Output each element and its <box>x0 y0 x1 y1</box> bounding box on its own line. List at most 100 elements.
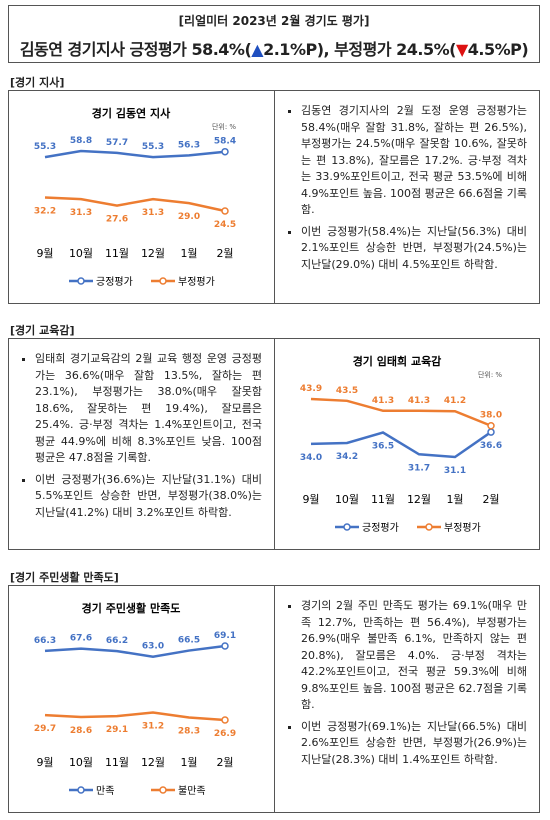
end-point <box>487 428 495 436</box>
x-tick-label: 2월 <box>216 756 233 769</box>
data-label: 28.6 <box>70 726 92 736</box>
legend-marker <box>159 277 167 285</box>
chart: 경기 주민생활 만족도 9월 10월 11월 12월 1월 2월 66.3 67.6 66.2 63… <box>34 601 236 797</box>
data-label: 26.9 <box>214 729 236 739</box>
data-label: 31.2 <box>142 721 164 731</box>
x-tick-label: 9월 <box>36 247 53 260</box>
bullet: 임태희 경기교육감의 2월 교육 행정 운영 긍정평가는 36.6%(매우 잘함… <box>35 351 262 467</box>
line <box>310 397 492 427</box>
data-label: 66.2 <box>106 636 128 646</box>
end-point <box>221 716 229 724</box>
text-cell: 김동연 경기지사의 2월 도정 운영 긍정평가는 58.4%(매우 잘함 31.… <box>274 91 539 303</box>
line <box>310 431 492 459</box>
data-label: 67.6 <box>70 634 92 644</box>
bullet: 이번 긍정평가(36.6%)는 지난달(31.1%) 대비 5.5%포인트 상승… <box>35 472 262 522</box>
x-tick-label: 12월 <box>141 756 165 769</box>
headline-part: 4.5%P) <box>467 40 529 59</box>
section: 경기 주민생활 만족도 9월 10월 11월 12월 1월 2월 66.3 67.6 66.2 63… <box>8 585 540 813</box>
unit-label: 단위: % <box>212 122 236 131</box>
header: [리얼미터 2023년 2월 경기도 평가] 김동연 경기지사 긍정평가 58.… <box>8 5 540 63</box>
chart-title: 경기 임태희 교육감 <box>353 354 442 368</box>
data-label: 31.3 <box>142 208 164 218</box>
data-label: 41.2 <box>444 396 466 406</box>
x-tick-label: 1월 <box>180 247 197 260</box>
data-label: 27.6 <box>106 215 128 225</box>
x-tick-label: 9월 <box>36 756 53 769</box>
data-label: 56.3 <box>178 140 200 150</box>
data-label: 36.6 <box>480 441 502 451</box>
headline-part: 김동연 경기지사 긍정평가 58.4%( <box>19 40 252 59</box>
data-label: 66.3 <box>34 636 56 646</box>
unit-label: 단위: % <box>478 370 502 379</box>
data-label: 32.2 <box>34 207 56 217</box>
legend-marker <box>77 786 85 794</box>
line <box>44 149 226 159</box>
data-label: 43.9 <box>300 384 322 394</box>
bullets: 임태희 경기교육감의 2월 교육 행정 운영 긍정평가는 36.6%(매우 잘함… <box>9 339 274 521</box>
legend-marker <box>159 786 167 794</box>
data-label: 55.3 <box>34 142 56 152</box>
x-tick-label: 10월 <box>69 247 93 260</box>
data-label: 41.3 <box>372 396 394 406</box>
x-tick-label: 10월 <box>335 493 359 506</box>
data-label: 58.8 <box>70 136 92 146</box>
legend-label: 만족 <box>96 785 114 797</box>
bullet: 경기의 2월 주민 만족도 평가는 69.1%(매우 만족 12.7%, 만족하… <box>301 598 527 714</box>
down-arrow: ▼ <box>455 40 468 59</box>
x-tick-label: 10월 <box>69 756 93 769</box>
legend-marker <box>425 523 433 531</box>
data-label: 57.7 <box>106 138 128 148</box>
headline-part: 2.1%P), 부정평가 24.5%( <box>263 40 456 59</box>
x-tick-label: 11월 <box>371 493 395 506</box>
chart-title: 경기 주민생활 만족도 <box>82 601 181 615</box>
section-heading: [경기 지사] <box>10 76 65 89</box>
end-point <box>221 147 229 156</box>
x-tick-label: 9월 <box>302 493 319 506</box>
data-label: 24.5 <box>214 220 236 230</box>
legend-label: 긍정평가 <box>362 522 399 534</box>
data-label: 29.7 <box>34 724 56 734</box>
chart-title: 경기 김동연 지사 <box>92 106 171 120</box>
legend-label: 긍정평가 <box>96 276 133 288</box>
section-heading: [경기 주민생활 만족도] <box>10 571 119 584</box>
data-label: 43.5 <box>336 386 358 396</box>
data-label: 63.0 <box>142 642 164 652</box>
x-tick-label: 12월 <box>141 247 165 260</box>
bullets: 김동연 경기지사의 2월 도정 운영 긍정평가는 58.4%(매우 잘함 31.… <box>275 91 539 273</box>
x-tick-label: 2월 <box>216 247 233 260</box>
bullet: 이번 긍정평가(58.4%)는 지난달(56.3%) 대비 2.1%포인트 상승… <box>301 224 527 274</box>
up-arrow: ▲ <box>251 40 264 59</box>
bullet: 이번 긍정평가(69.1%)는 지난달(66.5%) 대비 2.6%포인트 상승… <box>301 719 527 769</box>
data-label: 55.3 <box>142 142 164 152</box>
end-point <box>487 421 495 430</box>
x-tick-label: 11월 <box>105 756 129 769</box>
x-tick-label: 2월 <box>482 493 499 506</box>
data-label: 58.4 <box>214 137 236 147</box>
data-label: 31.3 <box>70 208 92 218</box>
section: 경기 김동연 지사 단위: % 9월 10월 11월 12월 1월 2월 55.3 58.8 57.… <box>8 90 540 304</box>
line <box>44 711 226 722</box>
legend-label: 불만족 <box>178 785 206 797</box>
text-cell: 임태희 경기교육감의 2월 교육 행정 운영 긍정평가는 36.6%(매우 잘함… <box>9 339 274 549</box>
data-label: 28.3 <box>178 727 200 737</box>
data-label: 41.3 <box>408 396 430 406</box>
section: 임태희 경기교육감의 2월 교육 행정 운영 긍정평가는 36.6%(매우 잘함… <box>8 338 540 550</box>
end-point <box>221 642 229 650</box>
legend-marker <box>343 523 351 531</box>
x-tick-label: 1월 <box>446 493 463 506</box>
section-heading: [경기 교육감] <box>10 324 75 337</box>
data-label: 34.2 <box>336 452 358 462</box>
data-label: 29.1 <box>106 725 128 735</box>
legend-label: 부정평가 <box>444 522 481 534</box>
data-label: 34.0 <box>300 453 322 463</box>
data-label: 31.1 <box>444 466 466 476</box>
data-label: 38.0 <box>480 411 502 421</box>
bullet: 김동연 경기지사의 2월 도정 운영 긍정평가는 58.4%(매우 잘함 31.… <box>301 103 527 219</box>
x-tick-label: 12월 <box>407 493 431 506</box>
chart-cell: 경기 김동연 지사 단위: % 9월 10월 11월 12월 1월 2월 55.3 58.8 57.… <box>9 91 274 303</box>
data-label: 69.1 <box>214 631 236 641</box>
